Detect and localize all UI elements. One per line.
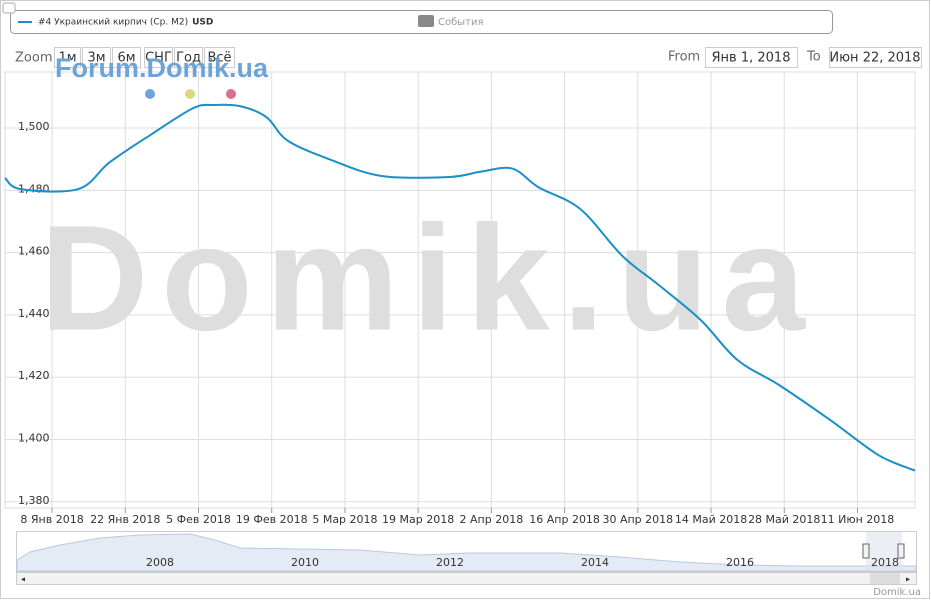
forum-watermark: Forum.Domik.ua — [55, 53, 269, 83]
from-input[interactable] — [705, 47, 798, 68]
legend-unit: USD — [192, 18, 213, 28]
dot — [226, 89, 236, 99]
navigator-year: 2014 — [581, 556, 609, 569]
scrollbar[interactable] — [16, 572, 917, 585]
navigator-handle[interactable] — [897, 543, 905, 559]
navigator-handle[interactable] — [862, 543, 870, 559]
range-button-label[interactable]: Всё — [207, 51, 231, 66]
range-button-label[interactable]: 1м — [58, 51, 76, 66]
legend-item[interactable]: #4 Украинский кирпич (Ср. М2) USD — [18, 18, 213, 28]
x-tick-label: 8 Янв 2018 — [20, 513, 83, 526]
watermark: Domik.ua — [40, 194, 807, 362]
range-button[interactable] — [204, 47, 235, 68]
range-button[interactable] — [54, 47, 81, 68]
range-button[interactable] — [112, 47, 141, 68]
y-tick-label: 1,380 — [18, 494, 50, 507]
events-icon[interactable] — [418, 15, 434, 27]
x-tick-label: 22 Янв 2018 — [90, 513, 160, 526]
x-tick-label: 19 Фев 2018 — [236, 513, 308, 526]
to-label: To — [806, 50, 821, 65]
range-button[interactable] — [82, 47, 111, 68]
events-label[interactable]: События — [438, 17, 484, 28]
range-button[interactable] — [174, 47, 203, 68]
dot — [145, 89, 155, 99]
zoom-label: Zoom — [15, 51, 52, 66]
navigator-year: 2008 — [146, 556, 174, 569]
x-tick-label: 5 Мар 2018 — [312, 513, 377, 526]
navigator-year: 2016 — [726, 556, 754, 569]
scrollbar-thumb[interactable] — [870, 573, 900, 584]
range-button-label[interactable]: Год — [176, 51, 201, 66]
x-tick-label: 16 Апр 2018 — [529, 513, 600, 526]
x-tick-label: 30 Апр 2018 — [602, 513, 673, 526]
x-tick-label: 5 Фев 2018 — [166, 513, 231, 526]
range-button-label[interactable]: 6м — [117, 51, 135, 66]
navigator-year: 2018 — [871, 556, 899, 569]
y-tick-label: 1,460 — [18, 245, 50, 258]
scroll-left[interactable]: ◂ — [21, 575, 25, 584]
x-tick-label: 14 Май 2018 — [675, 513, 747, 526]
navigator-year: 2012 — [436, 556, 464, 569]
x-tick-label: 28 Май 2018 — [748, 513, 820, 526]
navigator-year: 2010 — [291, 556, 319, 569]
scroll-right[interactable]: ▸ — [906, 575, 910, 584]
from-label: From — [668, 50, 700, 65]
y-tick-label: 1,440 — [18, 307, 50, 320]
x-tick-label: 11 Июн 2018 — [821, 513, 895, 526]
series-line — [4, 103, 916, 472]
legend-label: #4 Украинский кирпич (Ср. М2) — [38, 18, 188, 28]
range-button-label[interactable]: 3м — [87, 51, 105, 66]
to-input[interactable] — [829, 47, 922, 68]
credit: Domik.ua — [873, 587, 921, 598]
range-button[interactable] — [144, 47, 173, 68]
y-tick-label: 1,400 — [18, 431, 50, 444]
y-tick-label: 1,420 — [18, 369, 50, 382]
dot — [185, 89, 195, 99]
range-button-label[interactable]: СНГ — [145, 51, 172, 66]
y-tick-label: 1,500 — [18, 120, 50, 133]
navigator-window[interactable] — [866, 532, 902, 571]
from-value[interactable]: Янв 1, 2018 — [712, 51, 791, 66]
plot-area — [4, 71, 916, 509]
legend-toggle[interactable] — [2, 2, 16, 14]
to-value[interactable]: Июн 22, 2018 — [829, 51, 920, 66]
x-tick-label: 2 Апр 2018 — [460, 513, 524, 526]
x-tick-label: 19 Мар 2018 — [382, 513, 454, 526]
